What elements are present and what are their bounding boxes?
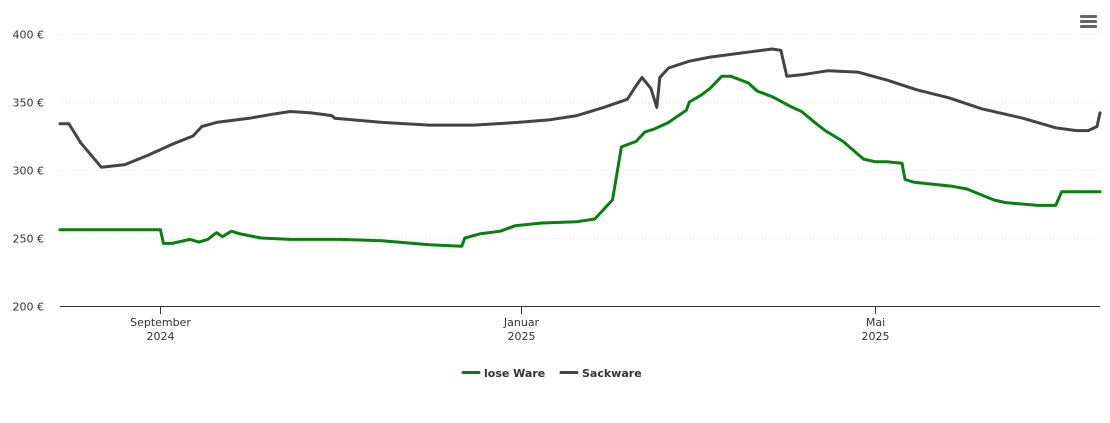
y-tick-label-200: 200 € <box>13 301 45 314</box>
x-tick-label-year: 2024 <box>147 330 175 343</box>
series-line-lose-ware[interactable] <box>58 74 1102 248</box>
y-tick-label-400: 400 € <box>13 29 45 42</box>
series-line-sackware[interactable] <box>58 47 1102 169</box>
menu-bar-middle <box>1080 20 1097 23</box>
menu-bar-top <box>1080 15 1097 18</box>
legend: lose Ware Sackware <box>461 367 642 380</box>
x-tick-label-year: 2025 <box>862 330 890 343</box>
legend-label: lose Ware <box>484 367 545 380</box>
series-lines <box>58 47 1102 248</box>
y-tick-label-300: 300 € <box>13 165 45 178</box>
x-tick-label-month: September <box>130 316 191 329</box>
x-tick-label-year: 2025 <box>508 330 536 343</box>
y-tick-label-350: 350 € <box>13 97 45 110</box>
hamburger-menu-icon[interactable] <box>1077 11 1101 33</box>
x-tick-label-month: Januar <box>503 316 540 329</box>
y-tick-label-250: 250 € <box>13 233 45 246</box>
grid-lines <box>60 34 1100 239</box>
x-tick-label-month: Mai <box>866 316 885 329</box>
y-axis-labels: 200 € 250 € 300 € 350 € 400 € <box>13 29 45 314</box>
menu-bar-bottom <box>1080 25 1097 28</box>
legend-item-lose-ware[interactable]: lose Ware <box>461 367 545 380</box>
legend-item-sackware[interactable]: Sackware <box>559 367 642 380</box>
legend-label: Sackware <box>582 367 642 380</box>
